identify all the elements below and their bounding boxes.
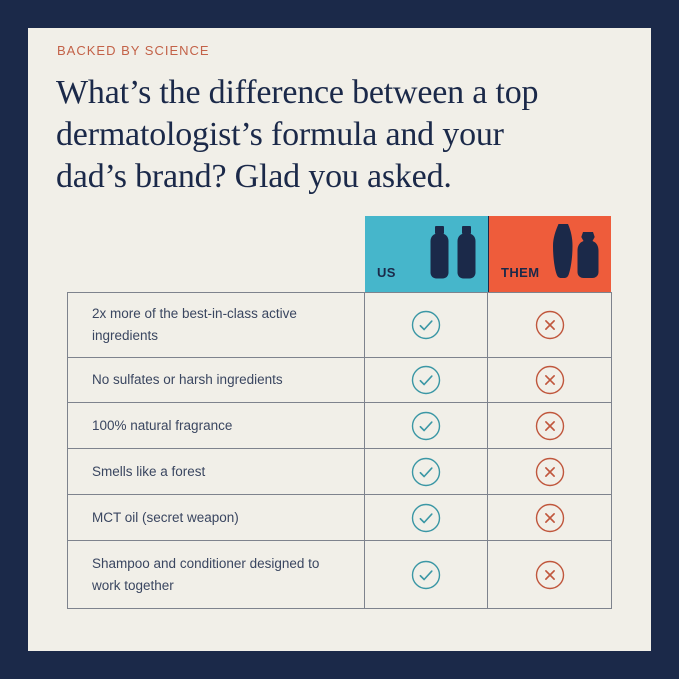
check-icon — [411, 503, 441, 532]
them-mark-cell — [488, 358, 611, 402]
feature-cell: 2x more of the best-in-class active ingr… — [68, 293, 365, 357]
x-icon — [535, 457, 564, 486]
us-mark-cell — [365, 449, 488, 494]
x-icon — [535, 365, 564, 395]
them-mark-cell — [488, 541, 611, 608]
eyebrow-label: BACKED BY SCIENCE — [57, 43, 210, 58]
feature-cell: 100% natural fragrance — [68, 403, 365, 448]
feature-cell: MCT oil (secret weapon) — [68, 495, 365, 540]
them-mark-cell — [488, 403, 611, 448]
x-icon — [535, 310, 564, 340]
check-icon — [411, 310, 441, 340]
table-row: Shampoo and conditioner designed to work… — [68, 541, 611, 608]
column-header-them: THEM — [488, 216, 611, 292]
them-bottles-icon — [553, 224, 599, 278]
table-row: 2x more of the best-in-class active ingr… — [68, 293, 611, 358]
us-bottles-icon — [430, 226, 476, 279]
feature-cell: Shampoo and conditioner designed to work… — [68, 541, 365, 608]
check-icon — [411, 411, 441, 440]
page-title: What’s the difference between a top derm… — [56, 72, 539, 198]
table-row: 100% natural fragrance — [68, 403, 611, 449]
column-label-us: US — [377, 265, 396, 280]
x-icon — [535, 411, 564, 440]
them-mark-cell — [488, 293, 611, 357]
table-row: MCT oil (secret weapon) — [68, 495, 611, 541]
column-label-them: THEM — [501, 265, 540, 280]
us-mark-cell — [365, 293, 488, 357]
check-icon — [411, 457, 441, 486]
them-mark-cell — [488, 449, 611, 494]
us-mark-cell — [365, 403, 488, 448]
content-canvas: BACKED BY SCIENCE What’s the difference … — [28, 28, 651, 651]
headline-line: dermatologist’s formula and your — [56, 116, 504, 153]
table-row: No sulfates or harsh ingredients — [68, 358, 611, 403]
check-icon — [411, 365, 441, 395]
x-icon — [535, 560, 564, 589]
column-header-us: US — [365, 216, 488, 292]
check-icon — [411, 560, 441, 589]
us-mark-cell — [365, 541, 488, 608]
feature-cell: Smells like a forest — [68, 449, 365, 494]
table-row: Smells like a forest — [68, 449, 611, 495]
feature-cell: No sulfates or harsh ingredients — [68, 358, 365, 402]
headline-line: What’s the difference between a top — [56, 74, 539, 111]
x-icon — [535, 503, 564, 532]
us-mark-cell — [365, 495, 488, 540]
comparison-table: 2x more of the best-in-class active ingr… — [67, 292, 612, 609]
us-mark-cell — [365, 358, 488, 402]
headline-line: dad’s brand? Glad you asked. — [56, 158, 452, 195]
them-mark-cell — [488, 495, 611, 540]
